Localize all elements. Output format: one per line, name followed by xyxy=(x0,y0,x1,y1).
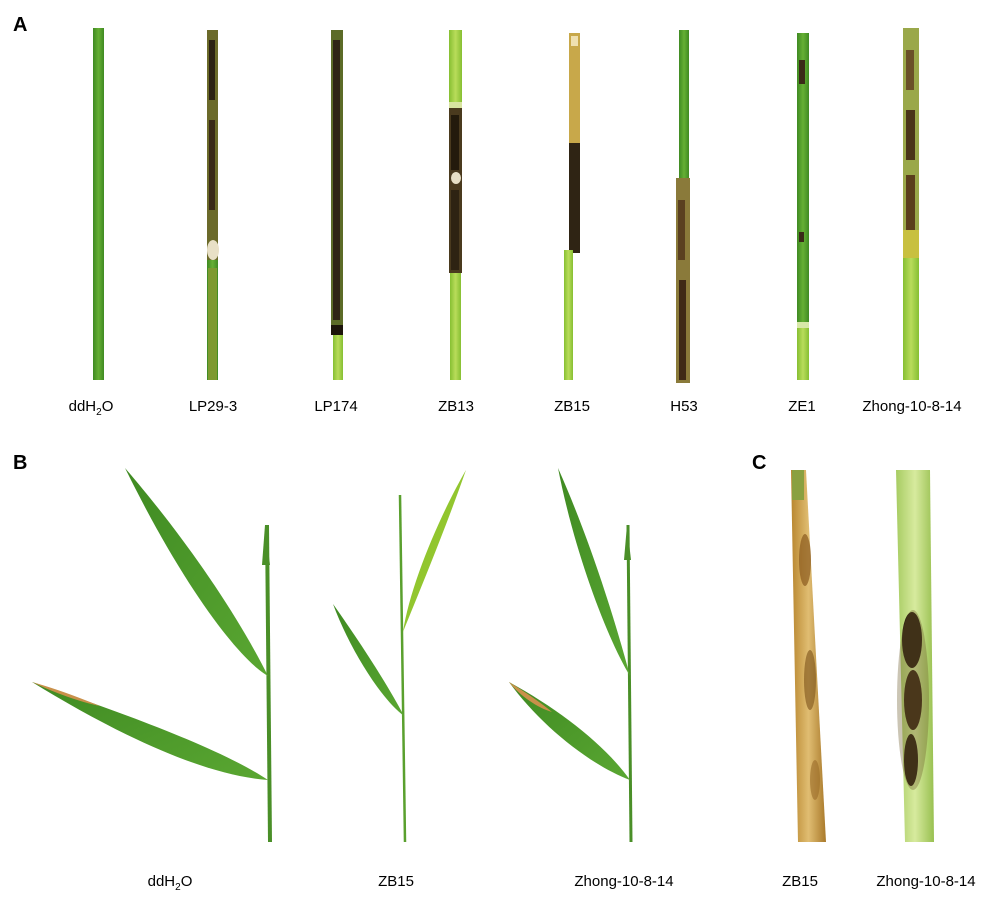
label-a-h53: H53 xyxy=(670,398,698,415)
plant-ddh2o xyxy=(32,468,272,843)
stem-lp29-3 xyxy=(207,30,219,380)
panel-letter-b: B xyxy=(13,452,28,474)
label-a-lp29-3: LP29-3 xyxy=(188,398,238,415)
label-a-ze1: ZE1 xyxy=(788,398,816,415)
stem-zb15 xyxy=(564,33,580,380)
stem-ze1 xyxy=(797,33,809,380)
sheath-zhong-10-8-14 xyxy=(896,470,934,842)
panel-letter-a: A xyxy=(13,14,28,36)
label-a-zhong-10-8-14: Zhong-10-8-14 xyxy=(862,398,962,415)
panel-c-sheaths xyxy=(791,470,934,842)
stem-lp174 xyxy=(331,30,343,380)
label-b-zhong-10-8-14: Zhong-10-8-14 xyxy=(574,873,674,890)
label-a-ddh2o: ddH2O xyxy=(68,398,114,418)
panel-letter-c: C xyxy=(752,452,767,474)
label-c-zb15: ZB15 xyxy=(782,873,818,890)
label-b-ddh2o: ddH2O xyxy=(147,873,193,893)
label-a-zb13: ZB13 xyxy=(438,398,474,415)
stem-zhong-10-8-14 xyxy=(903,28,919,380)
label-b-zb15: ZB15 xyxy=(378,873,414,890)
sheath-zb15 xyxy=(791,470,826,842)
plant-zhong-10-8-14 xyxy=(509,468,633,843)
label-a-lp174: LP174 xyxy=(314,398,358,415)
plant-zb15 xyxy=(333,470,466,843)
label-a-zb15: ZB15 xyxy=(554,398,590,415)
stem-ddh2o xyxy=(93,28,104,380)
label-c-zhong-10-8-14: Zhong-10-8-14 xyxy=(876,873,976,890)
panel-a-stems xyxy=(93,28,919,383)
stem-h53 xyxy=(676,30,690,383)
stem-zb13 xyxy=(449,30,462,380)
panel-b-plants xyxy=(32,468,633,843)
